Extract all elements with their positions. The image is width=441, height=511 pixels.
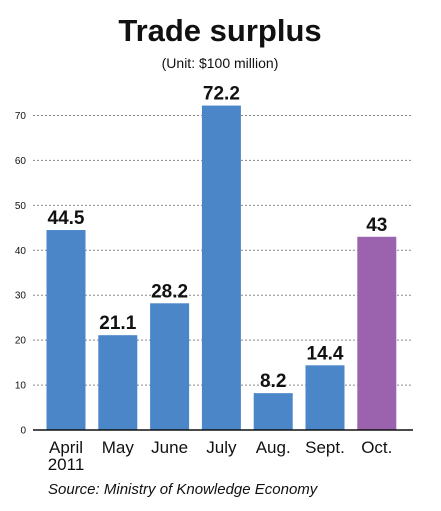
bar-april <box>46 230 86 430</box>
value-label: 44.5 <box>48 208 85 229</box>
bar-july <box>201 105 241 431</box>
x-category-sublabel: 2011 <box>48 455 85 474</box>
bar-aug <box>253 393 293 430</box>
y-tick-label: 0 <box>20 426 26 437</box>
value-label: 21.1 <box>99 313 136 334</box>
value-label: 28.2 <box>151 281 188 302</box>
x-category-label: Oct. <box>361 438 392 457</box>
value-label: 43 <box>366 215 387 236</box>
bar-oct <box>357 236 397 430</box>
x-category-label: July <box>206 438 237 457</box>
y-tick-label: 10 <box>15 381 27 392</box>
x-category-label: May <box>102 438 135 457</box>
x-category-label: Sept. <box>305 438 345 457</box>
source-note: Source: Ministry of Knowledge Economy <box>48 481 319 498</box>
y-tick-label: 70 <box>15 111 27 122</box>
chart-subtitle: (Unit: $100 million) <box>162 55 279 71</box>
bar-may <box>98 335 138 430</box>
x-category-label: June <box>151 438 188 457</box>
x-category-label: April <box>49 438 83 457</box>
value-label: 72.2 <box>203 84 240 105</box>
y-axis-ticks: 0 10 20 30 40 50 60 70 <box>15 111 27 437</box>
bar-june <box>150 303 190 430</box>
y-tick-label: 20 <box>15 336 27 347</box>
value-label: 14.4 <box>307 343 344 364</box>
value-label: 8.2 <box>260 371 286 392</box>
x-category-label: Aug. <box>256 438 291 457</box>
y-tick-label: 40 <box>15 246 27 257</box>
y-tick-label: 50 <box>15 201 27 212</box>
y-tick-label: 60 <box>15 156 27 167</box>
y-tick-label: 30 <box>15 291 27 302</box>
bar-sept <box>305 365 345 430</box>
bars <box>46 105 397 431</box>
chart-title: Trade surplus <box>118 13 321 48</box>
value-labels: 44.5 21.1 28.2 72.2 8.2 14.4 43 <box>48 84 388 393</box>
